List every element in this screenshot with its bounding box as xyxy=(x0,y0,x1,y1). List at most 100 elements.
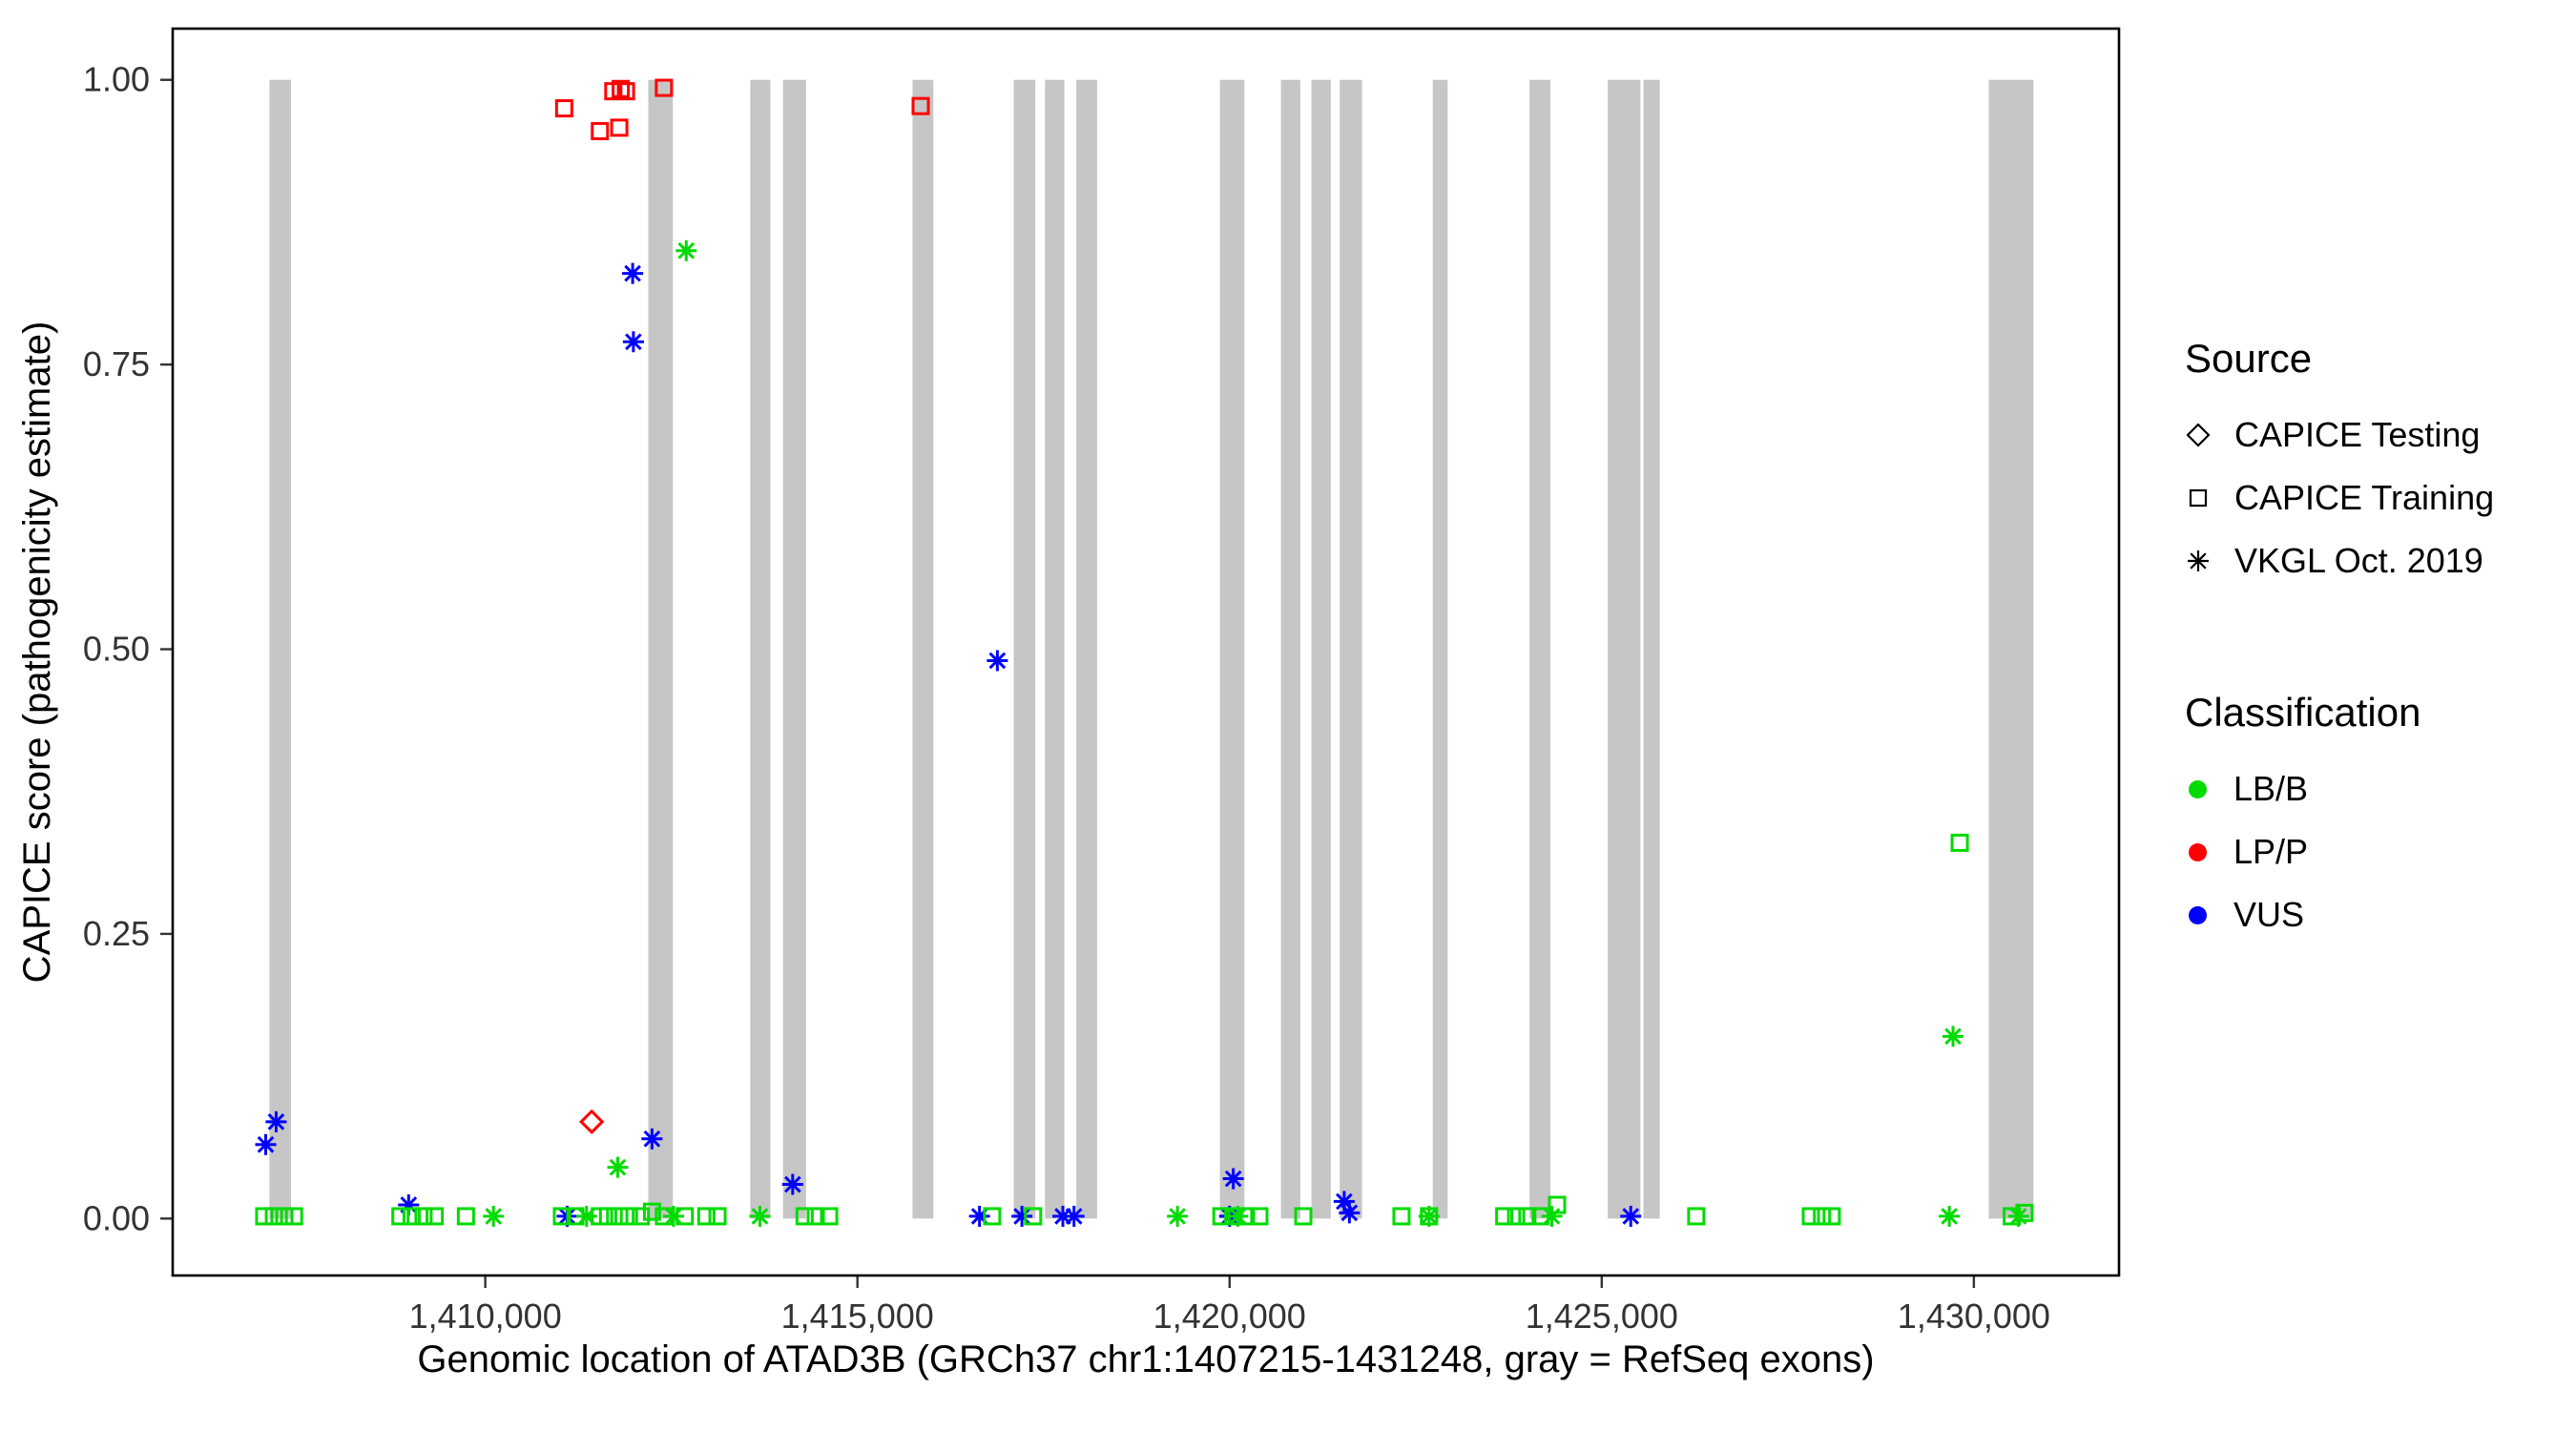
exon-bar xyxy=(750,79,771,1219)
data-point-square xyxy=(795,1207,814,1226)
exon-bar xyxy=(1432,79,1448,1219)
y-tick-label: 0.75 xyxy=(83,344,150,384)
red-dot-icon xyxy=(2189,842,2207,861)
data-point-asterisk xyxy=(1063,1205,1085,1227)
data-point-square xyxy=(598,1207,617,1226)
exon-bar xyxy=(1311,79,1331,1219)
data-point-square xyxy=(456,1207,475,1226)
data-point-square xyxy=(566,1207,585,1226)
legend-group-source: Source CAPICE Testing CAPICE Training xyxy=(2185,339,2494,592)
legend-label-vus: VUS xyxy=(2233,895,2305,934)
exon-bar xyxy=(1280,79,1300,1219)
y-tick-label: 1.00 xyxy=(83,60,150,99)
data-point-asterisk xyxy=(483,1205,505,1227)
data-point-asterisk xyxy=(749,1205,771,1227)
panel-border xyxy=(171,27,2121,1277)
data-point-square xyxy=(654,1207,674,1226)
legend-item-lpp: LP/P xyxy=(2185,820,2494,883)
data-point-square xyxy=(402,1207,421,1226)
legend-label-lbb: LB/B xyxy=(2233,769,2309,808)
data-point-square xyxy=(619,1207,638,1226)
data-point-square xyxy=(284,1207,303,1226)
data-point-square xyxy=(610,1207,629,1226)
exon-bar xyxy=(1988,79,2034,1219)
exon-bar xyxy=(1529,79,1550,1219)
data-point-asterisk xyxy=(607,1156,629,1178)
exon-bar xyxy=(1013,79,1036,1219)
legend-label-capice-training: CAPICE Training xyxy=(2234,478,2495,517)
legend-label-lpp: LP/P xyxy=(2233,832,2309,871)
data-point-square xyxy=(1294,1207,1313,1226)
green-dot-icon xyxy=(2189,779,2207,798)
data-point-square xyxy=(675,1207,695,1226)
data-point-square xyxy=(1531,1207,1550,1226)
x-tick-label: 1,425,000 xyxy=(1526,1296,1678,1336)
exon-bar xyxy=(269,79,292,1219)
x-tick-label: 1,415,000 xyxy=(781,1296,934,1336)
data-point-asterisk xyxy=(1339,1202,1361,1224)
exon-bar xyxy=(1219,79,1245,1219)
legend-classification-title: Classification xyxy=(2185,690,2421,735)
data-point-square xyxy=(414,1207,433,1226)
data-point-asterisk xyxy=(622,331,644,353)
x-tick-label: 1,420,000 xyxy=(1153,1296,1306,1336)
data-point-square xyxy=(1212,1207,1231,1226)
data-point-square xyxy=(642,1202,661,1221)
data-point-square xyxy=(2003,1207,2022,1226)
y-tick-label: 0.50 xyxy=(83,630,150,669)
data-point-square xyxy=(2015,1203,2034,1222)
data-point-asterisk xyxy=(781,1173,803,1195)
data-point-asterisk xyxy=(1620,1205,1642,1227)
exon-bar xyxy=(912,79,934,1219)
data-point-square xyxy=(275,1207,294,1226)
data-point-asterisk xyxy=(1942,1026,1964,1047)
legend-item-capice-training: CAPICE Training xyxy=(2185,467,2494,529)
data-point-square xyxy=(554,99,573,118)
data-point-asterisk xyxy=(675,239,697,261)
legend-label-capice-testing: CAPICE Testing xyxy=(2234,415,2481,454)
data-point-square xyxy=(264,1207,283,1226)
data-point-square xyxy=(1822,1207,1841,1226)
data-point-square xyxy=(1495,1207,1514,1226)
data-point-square xyxy=(1548,1195,1567,1214)
x-tick-label: 1,410,000 xyxy=(409,1296,562,1336)
asterisk-icon xyxy=(2188,550,2209,571)
legend-item-lbb: LB/B xyxy=(2185,757,2494,820)
square-icon xyxy=(2189,488,2208,508)
data-point-square xyxy=(1392,1207,1411,1226)
data-point-square xyxy=(1813,1207,1832,1226)
data-point-square xyxy=(391,1207,410,1226)
data-point-asterisk xyxy=(1939,1205,1961,1227)
data-point-square xyxy=(708,1207,727,1226)
legend: Source CAPICE Testing CAPICE Training xyxy=(2185,339,2494,946)
data-point-asterisk xyxy=(265,1110,287,1132)
data-point-asterisk xyxy=(1167,1205,1189,1227)
legend-item-vkgl: VKGL Oct. 2019 xyxy=(2185,529,2494,592)
data-point-square xyxy=(616,82,635,101)
data-point-asterisk xyxy=(255,1133,277,1155)
exon-bar xyxy=(648,79,674,1219)
legend-source-title: Source xyxy=(2185,336,2313,381)
data-point-square xyxy=(610,118,629,137)
data-point-square xyxy=(1024,1207,1043,1226)
y-tick-label: 0.25 xyxy=(83,914,150,953)
data-point-square xyxy=(1224,1207,1243,1226)
data-point-square xyxy=(820,1207,839,1226)
data-point-square xyxy=(983,1207,1002,1226)
legend-label-vkgl: VKGL Oct. 2019 xyxy=(2234,541,2483,580)
data-point-square xyxy=(426,1207,445,1226)
data-point-square xyxy=(552,1207,571,1226)
exon-bar xyxy=(1608,79,1641,1219)
data-point-asterisk xyxy=(622,262,644,284)
y-axis-title: CAPICE score (pathogenicity estimate) xyxy=(16,321,58,984)
data-point-square xyxy=(1518,1207,1537,1226)
x-axis-title: Genomic location of ATAD3B (GRCh37 chr1:… xyxy=(417,1338,1874,1380)
data-point-square xyxy=(1420,1207,1439,1226)
exon-bar xyxy=(1076,79,1097,1219)
data-point-square xyxy=(1950,833,1969,852)
data-point-square xyxy=(654,78,674,97)
data-point-square xyxy=(632,1207,651,1226)
legend-item-vus: VUS xyxy=(2185,883,2494,946)
